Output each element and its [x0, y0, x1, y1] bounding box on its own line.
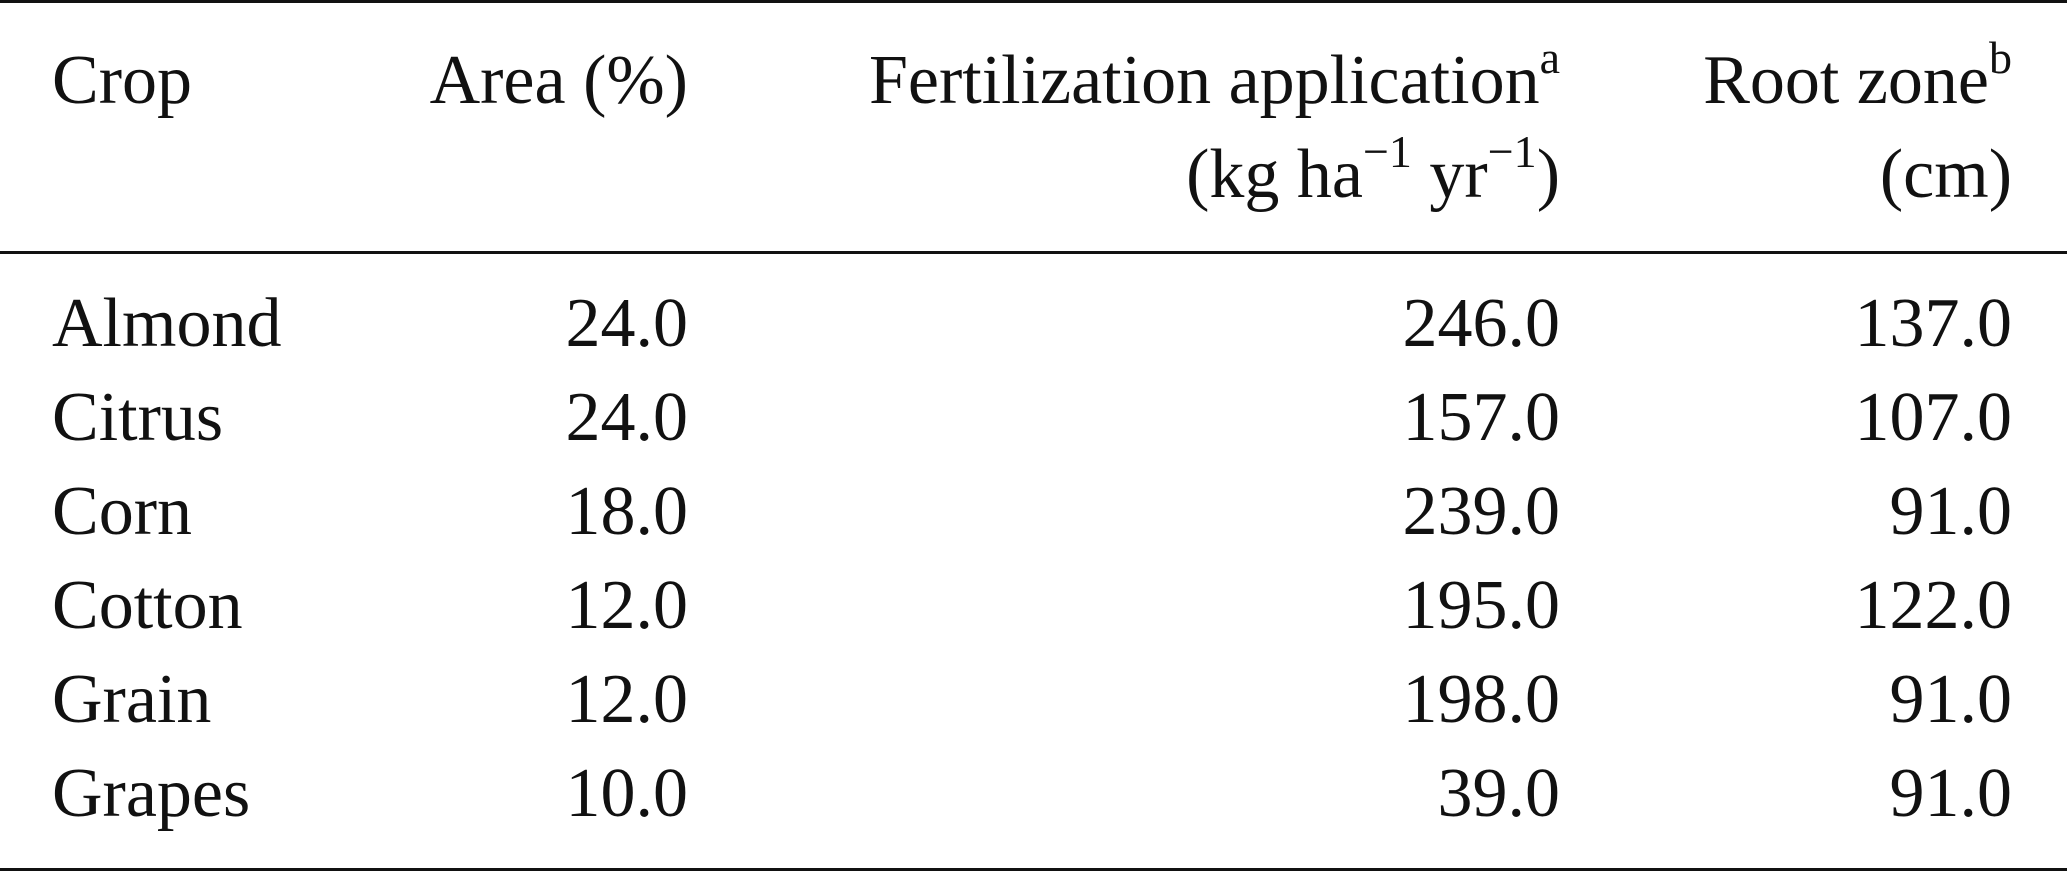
cell-area: 12.0 [565, 661, 689, 738]
cell-root-zone: 91.0 [1889, 473, 2013, 550]
cell-area: 12.0 [565, 567, 689, 644]
cell-crop: Almond [52, 285, 282, 362]
header-root-zone: Root zoneb [1703, 34, 2012, 116]
table-bottom-rule [0, 868, 2067, 871]
header-fertilization: Fertilization applicationa [869, 34, 1560, 116]
unit-exponent-1: −1 [1362, 125, 1412, 177]
footnote-marker-b: b [1989, 31, 2012, 83]
cell-fertilization: 157.0 [1402, 379, 1561, 456]
cell-crop: Corn [52, 473, 192, 550]
cell-root-zone: 91.0 [1889, 755, 2013, 832]
cell-crop: Citrus [52, 379, 224, 456]
unit-kg-ha: (kg ha [1186, 136, 1363, 213]
header-root-zone-units: (cm) [1879, 136, 2012, 213]
cell-root-zone: 91.0 [1889, 661, 2013, 738]
cell-crop: Cotton [52, 567, 243, 644]
unit-close-paren: ) [1536, 136, 1560, 213]
cell-area: 24.0 [565, 379, 689, 456]
footnote-marker-a: a [1539, 31, 1560, 83]
cell-fertilization: 239.0 [1402, 473, 1561, 550]
cell-area: 10.0 [565, 755, 689, 832]
header-root-zone-label: Root zone [1703, 42, 1989, 119]
header-fertilization-units: (kg ha−1 yr−1) [1186, 128, 1560, 210]
cell-root-zone: 137.0 [1854, 285, 2013, 362]
cell-root-zone: 107.0 [1854, 379, 2013, 456]
cell-area: 18.0 [565, 473, 689, 550]
cell-root-zone: 122.0 [1854, 567, 2013, 644]
cell-fertilization: 246.0 [1402, 285, 1561, 362]
cell-area: 24.0 [565, 285, 689, 362]
table-top-rule [0, 0, 2067, 3]
unit-exponent-2: −1 [1487, 125, 1537, 177]
header-crop: Crop [52, 42, 192, 119]
header-area: Area (%) [429, 42, 688, 119]
cell-fertilization: 195.0 [1402, 567, 1561, 644]
cell-crop: Grapes [52, 755, 251, 832]
unit-yr: yr [1411, 136, 1488, 213]
cell-fertilization: 39.0 [1437, 755, 1561, 832]
header-fertilization-label: Fertilization application [868, 42, 1540, 119]
cell-crop: Grain [52, 661, 212, 738]
cell-fertilization: 198.0 [1402, 661, 1561, 738]
table-header-rule [0, 251, 2067, 254]
